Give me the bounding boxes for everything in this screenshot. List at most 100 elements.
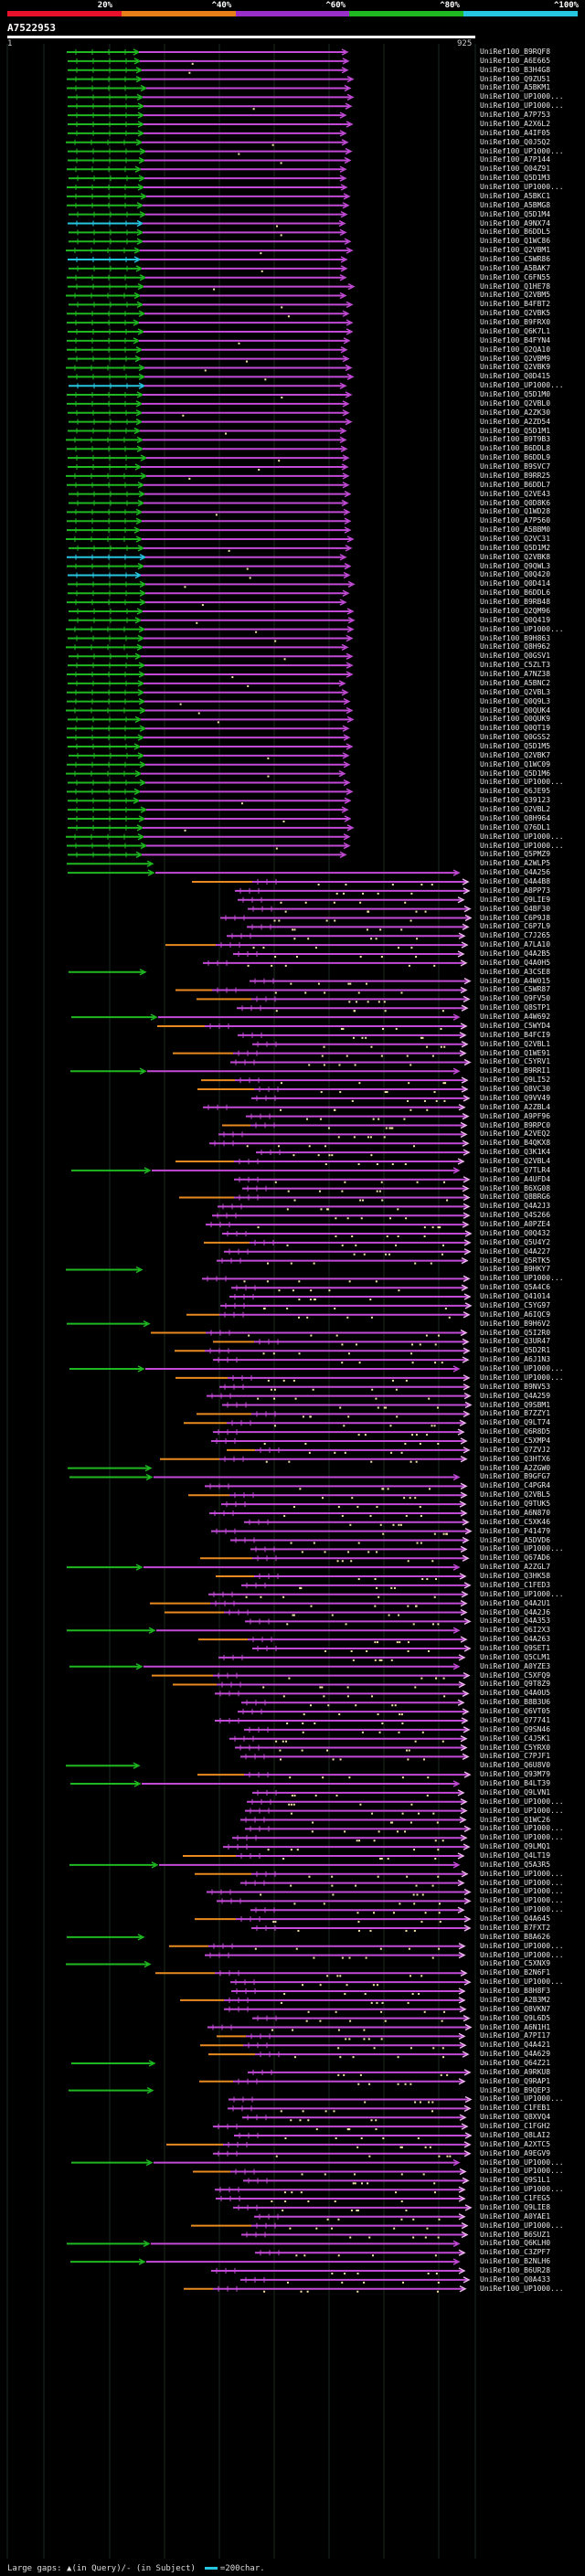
hit-label[interactable]: UniRef100_C1FED3 <box>480 1580 551 1589</box>
hit-label[interactable]: UniRef100_B9H863 <box>480 633 551 642</box>
hit-label[interactable]: UniRef100_A7P753 <box>480 111 551 120</box>
hit-label[interactable]: UniRef100_Q3UR47 <box>480 1337 551 1346</box>
hit-label[interactable]: UniRef100_A7NZ38 <box>480 670 551 679</box>
hit-label[interactable]: UniRef100_B2NLH6 <box>480 2257 551 2266</box>
hit-label[interactable]: UniRef100_Q4A421 <box>480 2041 551 2050</box>
hit-label[interactable]: UniRef100_Q2VBK7 <box>480 750 551 759</box>
hit-label[interactable]: UniRef100_Q5PMZ9 <box>480 850 551 859</box>
hit-label[interactable]: UniRef100_UP1000... <box>480 1878 564 1887</box>
hit-label[interactable]: UniRef100_C1FGH2 <box>480 2122 551 2131</box>
hit-label[interactable]: UniRef100_Q0A433 <box>480 2274 551 2284</box>
hit-label[interactable]: UniRef100_Q0QT19 <box>480 724 551 733</box>
hit-label[interactable]: UniRef100_Q4A0H5 <box>480 958 551 967</box>
hit-label[interactable]: UniRef100_Q2VBM5 <box>480 291 551 300</box>
hit-label[interactable]: UniRef100_UP1000... <box>480 183 564 192</box>
hit-label[interactable]: UniRef100_Q4A645 <box>480 1914 551 1924</box>
hit-label[interactable]: UniRef100_B9FRX0 <box>480 318 551 327</box>
hit-label[interactable]: UniRef100_Q9S1L1 <box>480 2176 551 2185</box>
hit-label[interactable]: UniRef100_Q0QUK4 <box>480 705 551 715</box>
hit-label[interactable]: UniRef100_A7P560 <box>480 516 551 525</box>
hit-label[interactable]: UniRef100_B8A626 <box>480 1932 551 1941</box>
hit-label[interactable]: UniRef100_A8PP73 <box>480 885 551 895</box>
hit-label[interactable]: UniRef100_UP1000... <box>480 841 564 850</box>
hit-label[interactable]: UniRef100_Q8H964 <box>480 813 551 822</box>
hit-label[interactable]: UniRef100_Q0J5Q2 <box>480 137 551 146</box>
hit-label[interactable]: UniRef100_A6N870 <box>480 1508 551 1517</box>
hit-label[interactable]: UniRef100_Q93M79 <box>480 1770 551 1779</box>
hit-label[interactable]: UniRef100_A3CSE8 <box>480 967 551 976</box>
hit-label[interactable]: UniRef100_Q2VBK8 <box>480 552 551 561</box>
hit-label[interactable]: UniRef100_A6IQC9 <box>480 1309 551 1319</box>
hit-label[interactable]: UniRef100_Q41014 <box>480 1292 551 1301</box>
hit-label[interactable]: UniRef100_Q6VT05 <box>480 1707 551 1716</box>
hit-label[interactable]: UniRef100_UP1000... <box>480 2167 564 2176</box>
hit-label[interactable]: UniRef100_Q7ZVJ2 <box>480 1445 551 1454</box>
hit-label[interactable]: UniRef100_Q6KLH0 <box>480 2239 551 2248</box>
hit-label[interactable]: UniRef100_C7PJF1 <box>480 1752 551 1761</box>
hit-label[interactable]: UniRef100_Q6I2X3 <box>480 1626 551 1635</box>
hit-label[interactable]: UniRef100_B9GFG7 <box>480 1472 551 1481</box>
hit-label[interactable]: UniRef100_C4J5K1 <box>480 1733 551 1743</box>
hit-label[interactable]: UniRef100_A0YAE1 <box>480 2211 551 2221</box>
hit-label[interactable]: UniRef100_A2VEQ2 <box>480 1129 551 1139</box>
hit-label[interactable]: UniRef100_Q67AD6 <box>480 1553 551 1563</box>
hit-label[interactable]: UniRef100_Q77741 <box>480 1715 551 1724</box>
hit-label[interactable]: UniRef100_Q1WC26 <box>480 1815 551 1824</box>
hit-label[interactable]: UniRef100_Q5D1M5 <box>480 741 551 750</box>
hit-label[interactable]: UniRef100_C7J265 <box>480 931 551 940</box>
hit-label[interactable]: UniRef100_B9RB48 <box>480 598 551 607</box>
hit-label[interactable]: UniRef100_UP1000... <box>480 1544 564 1553</box>
hit-label[interactable]: UniRef100_Q2VBL3 <box>480 687 551 696</box>
hit-label[interactable]: UniRef100_Q2VBL1 <box>480 1039 551 1048</box>
hit-label[interactable]: UniRef100_A4IF05 <box>480 128 551 137</box>
hit-label[interactable]: UniRef100_Q8H962 <box>480 642 551 652</box>
hit-label[interactable]: UniRef100_A2ZGL7 <box>480 1563 551 1572</box>
hit-label[interactable]: UniRef100_UP1000... <box>480 2284 564 2293</box>
hit-label[interactable]: UniRef100_Q5D1M4 <box>480 209 551 218</box>
hit-label[interactable]: UniRef100_Q4A2J6 <box>480 1607 551 1617</box>
hit-label[interactable]: UniRef100_C6P9J8 <box>480 913 551 922</box>
hit-label[interactable]: UniRef100_A9PF96 <box>480 1111 551 1120</box>
hit-label[interactable]: UniRef100_UP1000... <box>480 1896 564 1905</box>
hit-label[interactable]: UniRef100_Q4A353 <box>480 1617 551 1626</box>
hit-label[interactable]: UniRef100_UP1000... <box>480 381 564 390</box>
hit-label[interactable]: UniRef100_C5YRV1 <box>480 1057 551 1066</box>
hit-label[interactable]: UniRef100_C5WYD4 <box>480 1021 551 1030</box>
hit-label[interactable]: UniRef100_UP1000... <box>480 624 564 633</box>
hit-label[interactable]: UniRef100_A6N1H1 <box>480 2022 551 2031</box>
hit-label[interactable]: UniRef100_UP1000... <box>480 2221 564 2230</box>
hit-label[interactable]: UniRef100_C4PGR4 <box>480 1481 551 1490</box>
hit-label[interactable]: UniRef100_Q4A629 <box>480 2050 551 2059</box>
hit-label[interactable]: UniRef100_C1FEG5 <box>480 2194 551 2203</box>
hit-label[interactable]: UniRef100_Q1HE78 <box>480 281 551 291</box>
hit-label[interactable]: UniRef100_UP1000... <box>480 1364 564 1373</box>
hit-label[interactable]: UniRef100_Q9LT74 <box>480 1418 551 1427</box>
hit-label[interactable]: UniRef100_B4LT39 <box>480 1779 551 1788</box>
hit-label[interactable]: UniRef100_A2ZBL4 <box>480 1102 551 1111</box>
hit-label[interactable]: UniRef100_Q2QA10 <box>480 345 551 354</box>
hit-label[interactable]: UniRef100_Q4A2B5 <box>480 949 551 958</box>
hit-label[interactable]: UniRef100_A2ZGW0 <box>480 1463 551 1472</box>
hit-label[interactable]: UniRef100_A0PZE4 <box>480 1220 551 1229</box>
hit-label[interactable]: UniRef100_B6DDL9 <box>480 453 551 462</box>
hit-label[interactable]: UniRef100_B6UR28 <box>480 2266 551 2275</box>
hit-label[interactable]: UniRef100_Q9SET1 <box>480 1643 551 1652</box>
hit-label[interactable]: UniRef100_Q6K7L1 <box>480 326 551 335</box>
hit-label[interactable]: UniRef100_B8B3U6 <box>480 1698 551 1707</box>
hit-label[interactable]: UniRef100_B8H8F3 <box>480 1987 551 1996</box>
hit-label[interactable]: UniRef100_Q6U8V0 <box>480 1761 551 1770</box>
hit-label[interactable]: UniRef100_B4FYN4 <box>480 335 551 345</box>
hit-label[interactable]: UniRef100_Q5D1M2 <box>480 543 551 552</box>
hit-label[interactable]: UniRef100_Q4A0U5 <box>480 1689 551 1698</box>
hit-label[interactable]: UniRef100_A2B3M2 <box>480 1995 551 2004</box>
hit-label[interactable]: UniRef100_Q8BRG6 <box>480 1193 551 1202</box>
hit-label[interactable]: UniRef100_B9RRI1 <box>480 1066 551 1076</box>
hit-label[interactable]: UniRef100_Q04Z91 <box>480 164 551 174</box>
hit-label[interactable]: UniRef100_Q8VC30 <box>480 1085 551 1094</box>
hit-label[interactable]: UniRef100_A4UFD4 <box>480 1174 551 1183</box>
hit-label[interactable]: UniRef100_B9NV53 <box>480 1382 551 1391</box>
hit-label[interactable]: UniRef100_Q2VBL5 <box>480 1490 551 1500</box>
hit-label[interactable]: UniRef100_Q9LIE8 <box>480 2202 551 2211</box>
hit-label[interactable]: UniRef100_Q4A256 <box>480 868 551 877</box>
hit-label[interactable]: UniRef100_Q9T8Z9 <box>480 1680 551 1689</box>
